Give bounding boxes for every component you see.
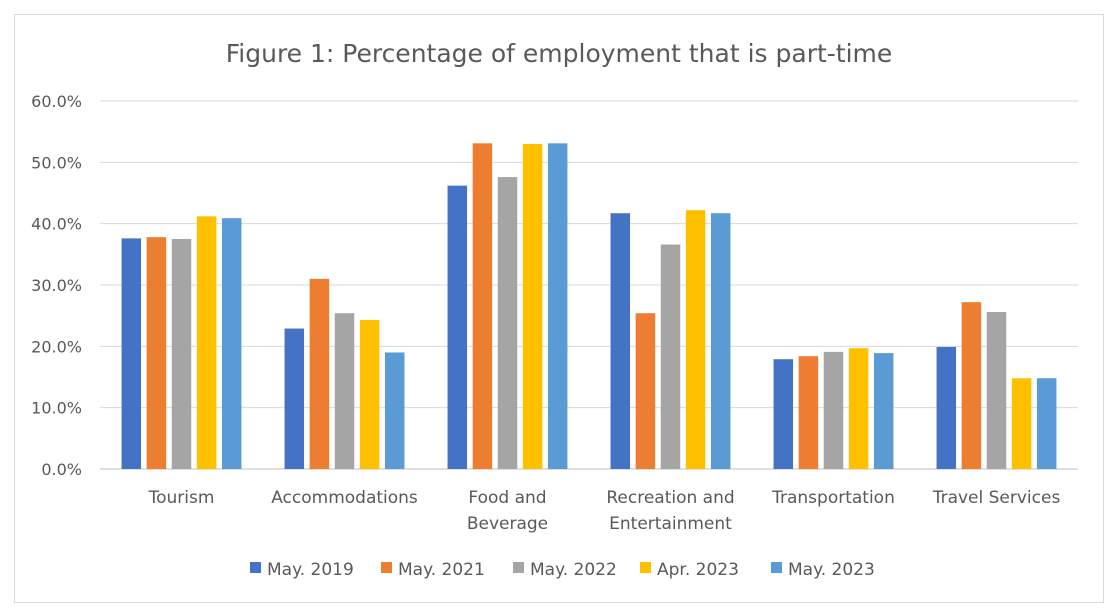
x-tick-label: Travel Services xyxy=(932,488,1061,508)
bar xyxy=(146,237,167,469)
bar xyxy=(773,359,794,469)
legend-swatch xyxy=(640,562,651,573)
bar xyxy=(284,328,305,469)
bar xyxy=(171,239,192,469)
bar xyxy=(334,313,355,469)
bar xyxy=(961,302,982,469)
bars xyxy=(121,143,1057,469)
bar xyxy=(447,185,468,469)
y-tick-label: 50.0% xyxy=(31,153,82,172)
legend-swatch xyxy=(771,562,782,573)
bar xyxy=(873,353,894,469)
x-tick-label: Accommodations xyxy=(271,488,418,508)
y-tick-label: 10.0% xyxy=(31,399,82,418)
bar xyxy=(635,313,656,469)
x-tick-label: Entertainment xyxy=(609,514,732,534)
legend-swatch xyxy=(250,562,261,573)
y-tick-label: 0.0% xyxy=(41,460,82,479)
y-tick-label: 40.0% xyxy=(31,215,82,234)
bar xyxy=(309,278,330,469)
legend-label: May. 2023 xyxy=(788,560,875,580)
x-tick-label: Tourism xyxy=(148,488,215,508)
bar xyxy=(660,244,681,469)
legend-label: May. 2021 xyxy=(398,560,485,580)
bar xyxy=(848,348,869,469)
bar xyxy=(986,311,1007,469)
bar xyxy=(610,213,631,469)
legend-label: May. 2019 xyxy=(267,560,354,580)
x-tick-label: Food and xyxy=(468,488,546,508)
bar xyxy=(685,210,706,469)
chart-title: Figure 1: Percentage of employment that … xyxy=(226,39,893,68)
legend-swatch xyxy=(381,562,392,573)
legend: May. 2019 May. 2021 May. 2022 Apr. 2023 May.… xyxy=(250,560,875,580)
y-axis-ticks: 0.0% 10.0% 20.0% 30.0% 40.0% 50.0% 60.0% xyxy=(31,92,82,479)
gridlines xyxy=(100,100,1078,470)
x-axis-labels: Tourism Accommodations Food and Beverage Rec… xyxy=(148,488,1061,534)
legend-label: Apr. 2023 xyxy=(657,560,739,580)
bar xyxy=(384,352,405,469)
y-tick-label: 60.0% xyxy=(31,92,82,111)
y-tick-label: 20.0% xyxy=(31,337,82,356)
legend-label: May. 2022 xyxy=(530,560,617,580)
bar xyxy=(1011,378,1032,469)
bar xyxy=(823,351,844,469)
x-tick-label: Transportation xyxy=(771,488,895,508)
y-tick-label: 30.0% xyxy=(31,276,82,295)
bar xyxy=(1036,378,1057,469)
x-tick-label: Beverage xyxy=(467,514,548,534)
bar xyxy=(522,143,543,469)
legend-swatch xyxy=(513,562,524,573)
bar xyxy=(710,213,731,469)
bar xyxy=(472,143,493,469)
bar xyxy=(547,143,568,469)
bar xyxy=(497,177,518,469)
bar xyxy=(936,346,957,469)
x-tick-label: Recreation and xyxy=(606,488,734,508)
bar xyxy=(798,356,819,469)
bar xyxy=(196,216,217,469)
bar xyxy=(221,218,242,469)
bar xyxy=(121,238,142,469)
bar xyxy=(359,319,380,469)
